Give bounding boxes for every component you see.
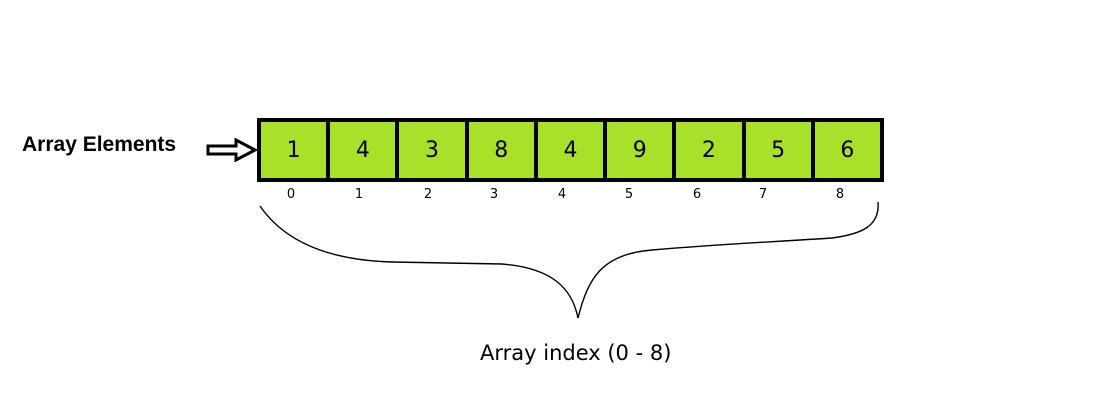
array-cell: 4 [330,122,396,178]
array-cell: 5 [745,122,811,178]
array-index: 1 [354,187,364,202]
array-cell: 9 [607,122,673,178]
array-index: 0 [286,187,296,202]
array-index: 6 [692,187,702,202]
array-index: 8 [835,187,845,202]
array-cell: 4 [537,122,604,178]
array-index: 7 [758,187,768,202]
array-index: 4 [557,187,567,202]
array-cell: 8 [468,122,534,178]
array-cell: 2 [676,122,742,178]
array-box: 1 4 3 8 4 9 2 5 6 [257,118,884,182]
array-index: 2 [423,187,433,202]
curly-brace [259,201,879,319]
array-cell: 3 [399,122,465,178]
array-index-label: Array index (0 - 8) [480,341,672,365]
right-arrow-icon [206,138,258,162]
array-index: 3 [489,187,499,202]
array-index: 5 [624,187,634,202]
array-cell: 1 [261,122,327,178]
array-elements-label: Array Elements [22,133,177,156]
array-cell: 6 [814,122,880,178]
